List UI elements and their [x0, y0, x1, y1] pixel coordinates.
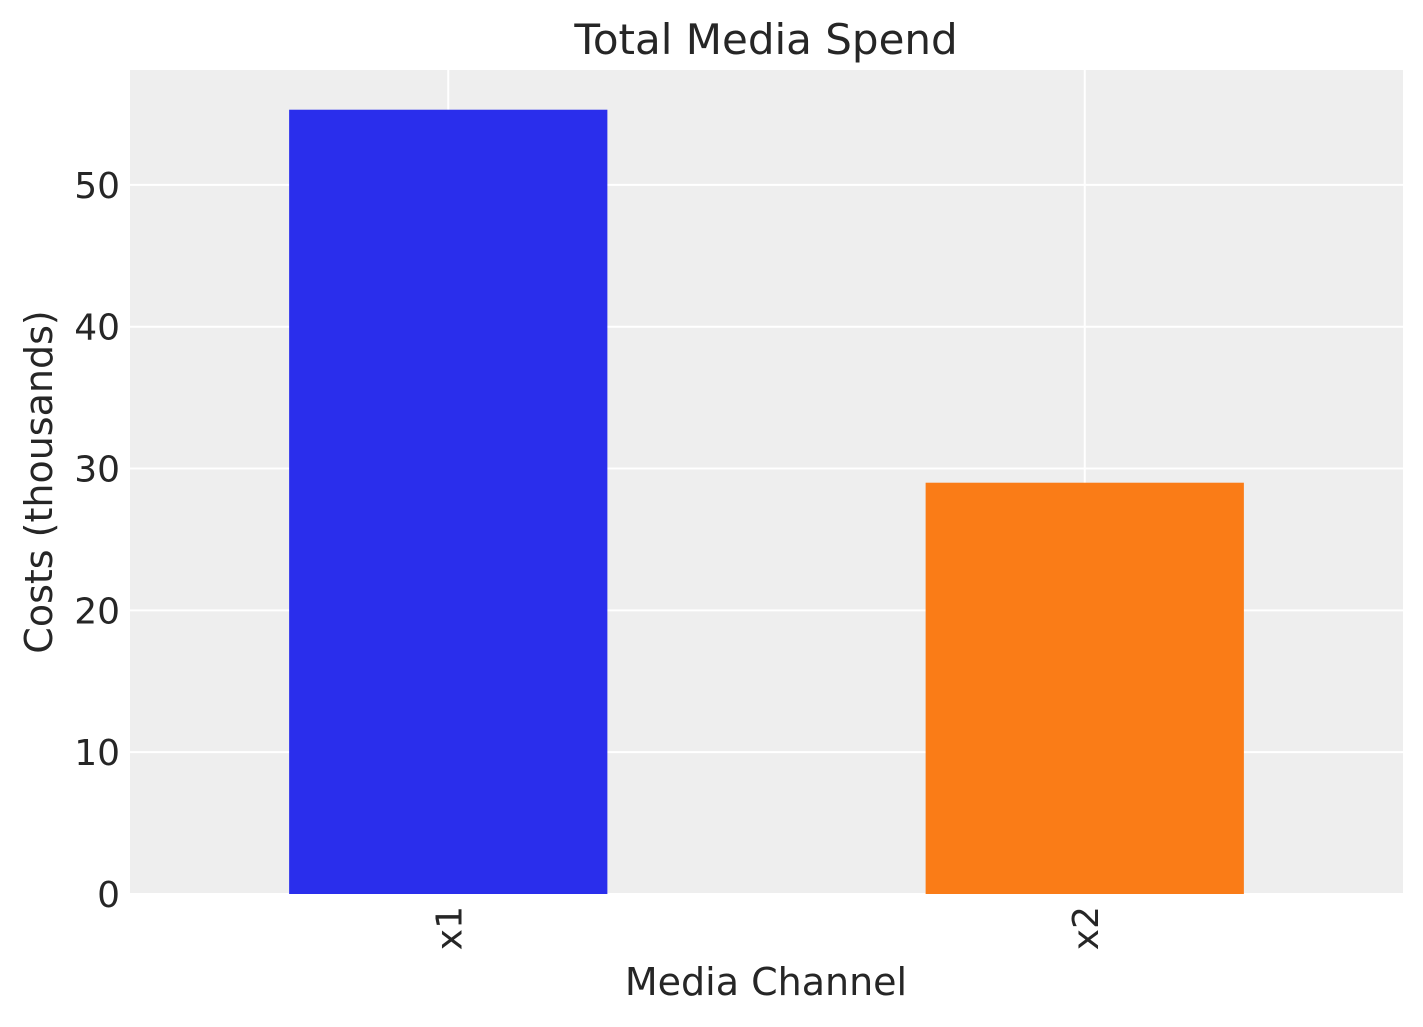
y-tick-label: 30: [74, 450, 120, 491]
y-tick-labels: 0 10 20 30 40 50: [74, 166, 120, 916]
y-axis-label: Costs (thousands): [17, 310, 61, 653]
y-tick-label: 0: [97, 875, 120, 916]
bar-x2: [925, 482, 1244, 894]
x-axis-label: Media Channel: [625, 960, 907, 1004]
x-tick-labels: x1 x2: [429, 906, 1107, 950]
y-tick-label: 40: [74, 308, 120, 349]
y-tick-label: 10: [74, 733, 120, 774]
x-tick-label: x1: [429, 906, 470, 950]
chart-title: Total Media Spend: [573, 15, 957, 64]
y-tick-label: 50: [74, 166, 120, 207]
x-tick-label: x2: [1066, 906, 1107, 950]
bars: [289, 109, 1244, 895]
y-tick-label: 20: [74, 591, 120, 632]
bar-x1: [289, 109, 608, 895]
